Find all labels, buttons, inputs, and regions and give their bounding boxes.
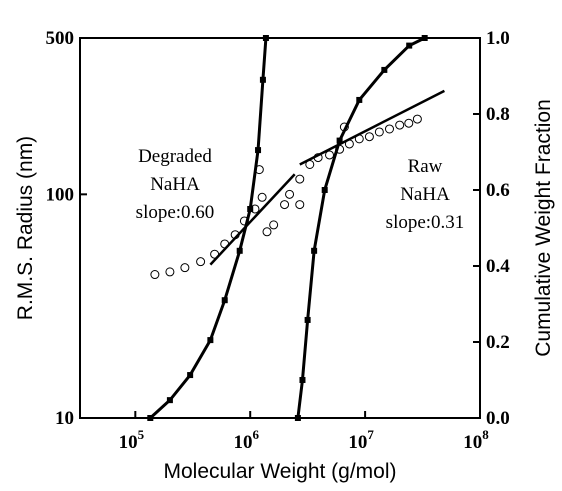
y-axis-label: R.M.S. Radius (nm) (14, 136, 37, 320)
annotation: Raw (408, 156, 443, 177)
data-point (255, 147, 262, 154)
annotation: Degraded (138, 146, 212, 167)
data-point (304, 316, 311, 323)
x-tick-base: 10 (463, 432, 482, 453)
x-tick-exp: 5 (138, 427, 145, 442)
data-point (404, 118, 414, 128)
data-point (294, 415, 301, 421)
data-point (364, 132, 374, 142)
data-point (374, 127, 384, 137)
data-point (165, 267, 175, 277)
y2-tick-label: 1.0 (486, 28, 510, 49)
data-point (384, 124, 394, 134)
data-point (269, 220, 279, 230)
data-point (257, 192, 267, 202)
data-point (166, 397, 173, 404)
data-point (412, 114, 422, 124)
data-point (207, 337, 214, 344)
data-point (180, 263, 190, 273)
fit-line (299, 89, 445, 166)
data-point (395, 120, 405, 130)
x-tick-exp: 6 (252, 427, 259, 442)
data-point (356, 96, 363, 103)
data-point (236, 247, 243, 254)
data-point (259, 76, 266, 83)
plot-frame (79, 37, 481, 419)
x-tick-label: 105 (119, 427, 145, 453)
data-point (336, 137, 343, 144)
y2-tick-label: 0.4 (486, 256, 510, 277)
cumulative-line (149, 37, 268, 420)
data-point (280, 200, 290, 210)
x-tick-label: 106 (233, 427, 259, 453)
cumulative-line (296, 36, 426, 419)
x-tick-label: 107 (348, 427, 374, 453)
annotation: slope:0.31 (386, 212, 465, 233)
data-point (299, 377, 306, 383)
data-point (295, 200, 305, 210)
data-point (321, 187, 328, 193)
data-point (247, 206, 254, 212)
y-tick-label: 100 (46, 184, 75, 205)
y-tick-label: 10 (55, 408, 74, 429)
annotation: slope:0.60 (136, 202, 215, 223)
data-point (147, 415, 154, 421)
x-tick-exp: 7 (367, 427, 374, 442)
x-tick-base: 10 (348, 432, 367, 453)
y2-tick-label: 0.6 (486, 180, 510, 201)
x-axis-label: Molecular Weight (g/mol) (163, 460, 396, 483)
x-tick-label: 108 (463, 427, 489, 453)
x-tick-base: 10 (233, 432, 252, 453)
y2-tick-label: 0.2 (486, 332, 510, 353)
data-point (187, 372, 194, 379)
data-point (262, 35, 269, 41)
data-point (406, 42, 413, 49)
fit-line (209, 173, 296, 266)
data-point (381, 66, 388, 73)
data-point (325, 150, 335, 160)
data-point (311, 247, 318, 254)
y-tick-label: 500 (46, 28, 75, 49)
data-point (421, 35, 428, 41)
annotation: NaHA (150, 174, 200, 195)
data-point (285, 189, 295, 199)
x-tick-exp: 8 (482, 427, 489, 442)
data-point (196, 257, 206, 267)
x-tick-base: 10 (119, 432, 138, 453)
data-point (295, 174, 305, 184)
y2-axis-label: Cumulative Weight Fraction (532, 99, 555, 357)
data-point (262, 227, 272, 237)
data-point (150, 270, 160, 280)
data-point (221, 297, 228, 304)
y2-tick-label: 0.8 (486, 104, 510, 125)
annotation: NaHA (400, 184, 450, 205)
y2-tick-label: 0.0 (486, 408, 510, 429)
